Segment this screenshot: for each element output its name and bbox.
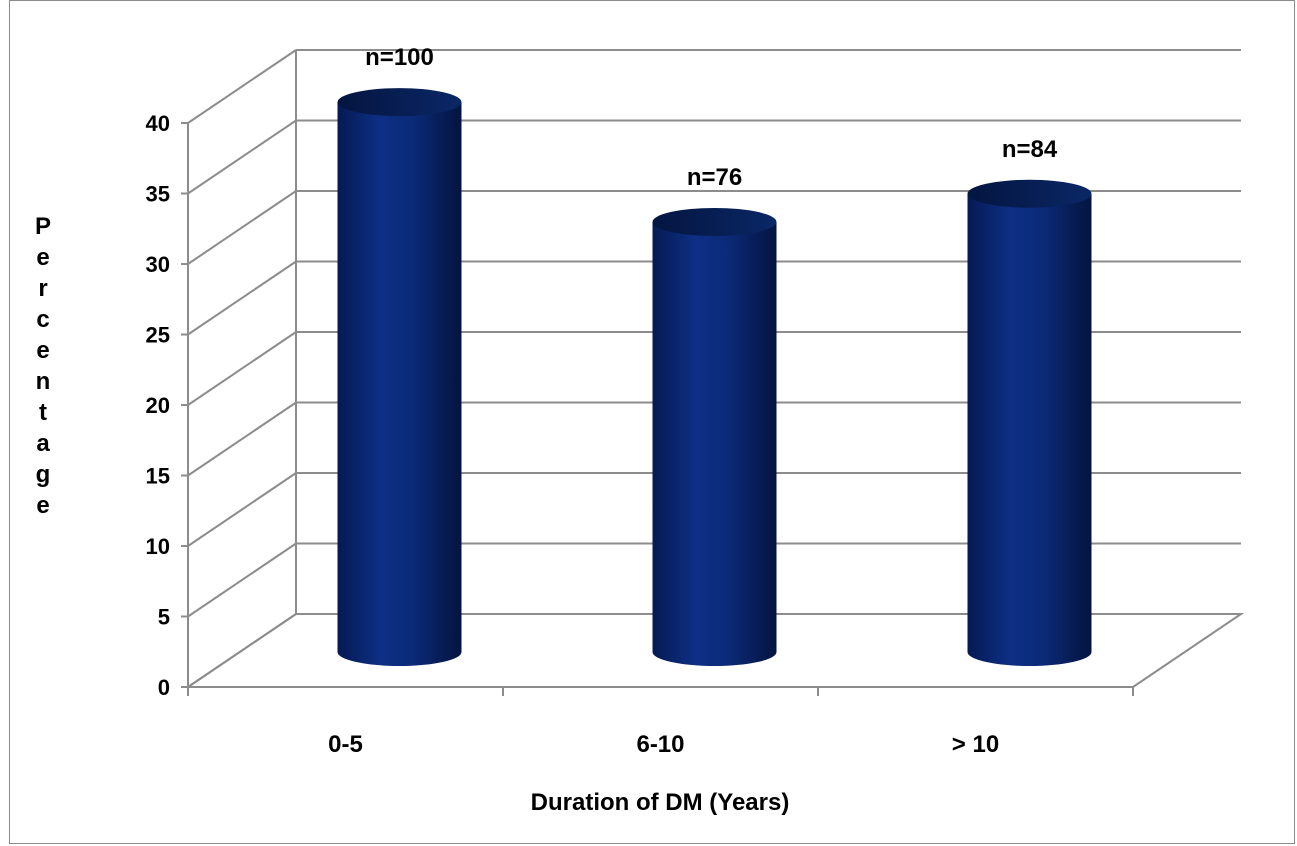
- side-gridline: [187, 472, 297, 547]
- bar-top: [967, 179, 1092, 208]
- y-tick-label: 20: [146, 393, 170, 418]
- x-tick-label: 6-10: [636, 731, 684, 758]
- y-tick-label: 25: [146, 323, 170, 348]
- bar-top: [337, 88, 462, 117]
- y-tick-label: 5: [158, 605, 170, 630]
- data-label: n=100: [365, 44, 434, 71]
- bar-top: [652, 207, 777, 236]
- axis-layer: [181, 122, 1134, 696]
- data-label: n=84: [1002, 136, 1058, 163]
- side-gridline: [187, 119, 297, 195]
- bar-layer: [337, 88, 1092, 667]
- bar-body: [337, 102, 462, 667]
- bar: [967, 179, 1092, 666]
- side-gridline: [187, 542, 297, 618]
- y-tick-label: 30: [146, 252, 170, 277]
- side-gridline: [187, 190, 297, 265]
- data-label: n=76: [687, 164, 742, 191]
- side-gridline: [187, 401, 297, 477]
- side-gridline: [187, 331, 297, 406]
- y-tick-label: 40: [146, 111, 170, 136]
- y-tick-label: 15: [146, 464, 170, 489]
- y-tick-label: 0: [158, 675, 170, 700]
- y-tick-label: 10: [146, 534, 170, 559]
- side-gridline: [187, 49, 297, 124]
- bar: [337, 88, 462, 667]
- side-gridline: [187, 613, 297, 688]
- side-gridline: [187, 260, 297, 336]
- text-layer: 0 5 10 15 20 25 30 35 40 n=100 0-5 n=76 6-10 n=84 > 10…: [35, 44, 1058, 816]
- bar-body: [967, 193, 1092, 666]
- x-axis-title: Duration of DM (Years): [531, 789, 790, 816]
- y-tick-label: 35: [146, 182, 170, 207]
- x-tick-label: > 10: [952, 731, 999, 758]
- bar: [652, 207, 777, 666]
- bar-body: [652, 221, 777, 666]
- x-tick-label: 0-5: [328, 731, 363, 758]
